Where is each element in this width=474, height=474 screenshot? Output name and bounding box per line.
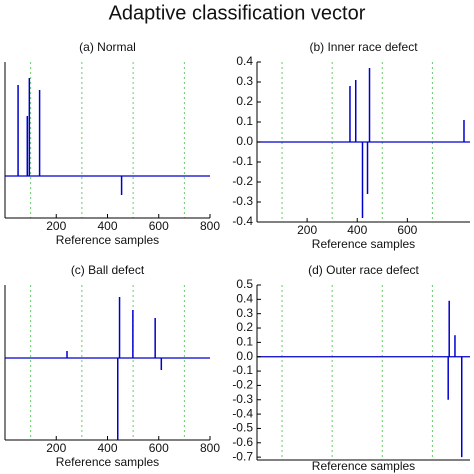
y-tick-label: -0.4 [232,214,253,228]
y-tick-label: 0.4 [236,292,253,306]
y-tick-label: 0.2 [236,320,253,334]
y-tick-label: 0.0 [236,349,253,363]
panel-title: (d) Outer race defect [308,263,419,277]
panel-title: (a) Normal [79,40,136,54]
x-tick-label: 800 [200,219,220,233]
x-tick-label: 600 [397,223,417,237]
x-axis-label: Reference samples [56,455,159,469]
figure-title: Adaptive classification vector [109,2,366,24]
panel-title: (b) Inner race defect [309,40,418,54]
x-tick-label: 200 [46,219,66,233]
x-tick-label: 600 [149,219,169,233]
y-tick-label: -0.3 [232,194,253,208]
y-tick-label: -0.1 [232,154,253,168]
y-tick-label: -0.3 [232,392,253,406]
y-tick-label: -0.1 [232,363,253,377]
y-tick-label: 0.0 [236,134,253,148]
y-tick-label: -0.2 [232,174,253,188]
x-tick-label: 400 [97,441,117,455]
y-tick-label: 0.4 [236,54,253,68]
y-tick-label: -0.2 [232,378,253,392]
y-tick-label: 0.2 [236,94,253,108]
x-tick-label: 400 [97,219,117,233]
panel-title: (c) Ball defect [71,263,145,277]
y-tick-label: 0.3 [236,74,253,88]
x-tick-label: 200 [46,441,66,455]
x-axis-label: Reference samples [312,237,415,251]
y-tick-label: -0.6 [232,435,253,449]
y-tick-label: 0.1 [236,114,253,128]
x-axis-label: Reference samples [56,233,159,247]
x-tick-label: 600 [149,441,169,455]
y-tick-label: -0.4 [232,406,253,420]
y-tick-label: 0.5 [236,277,253,291]
y-tick-label: 0.3 [236,306,253,320]
y-tick-label: -0.5 [232,421,253,435]
x-tick-label: 400 [347,223,367,237]
x-axis-label: Reference samples [312,459,415,473]
y-tick-label: -0.7 [232,449,253,463]
y-tick-label: 0.1 [236,335,253,349]
x-tick-label: 200 [297,223,317,237]
x-tick-label: 800 [200,441,220,455]
